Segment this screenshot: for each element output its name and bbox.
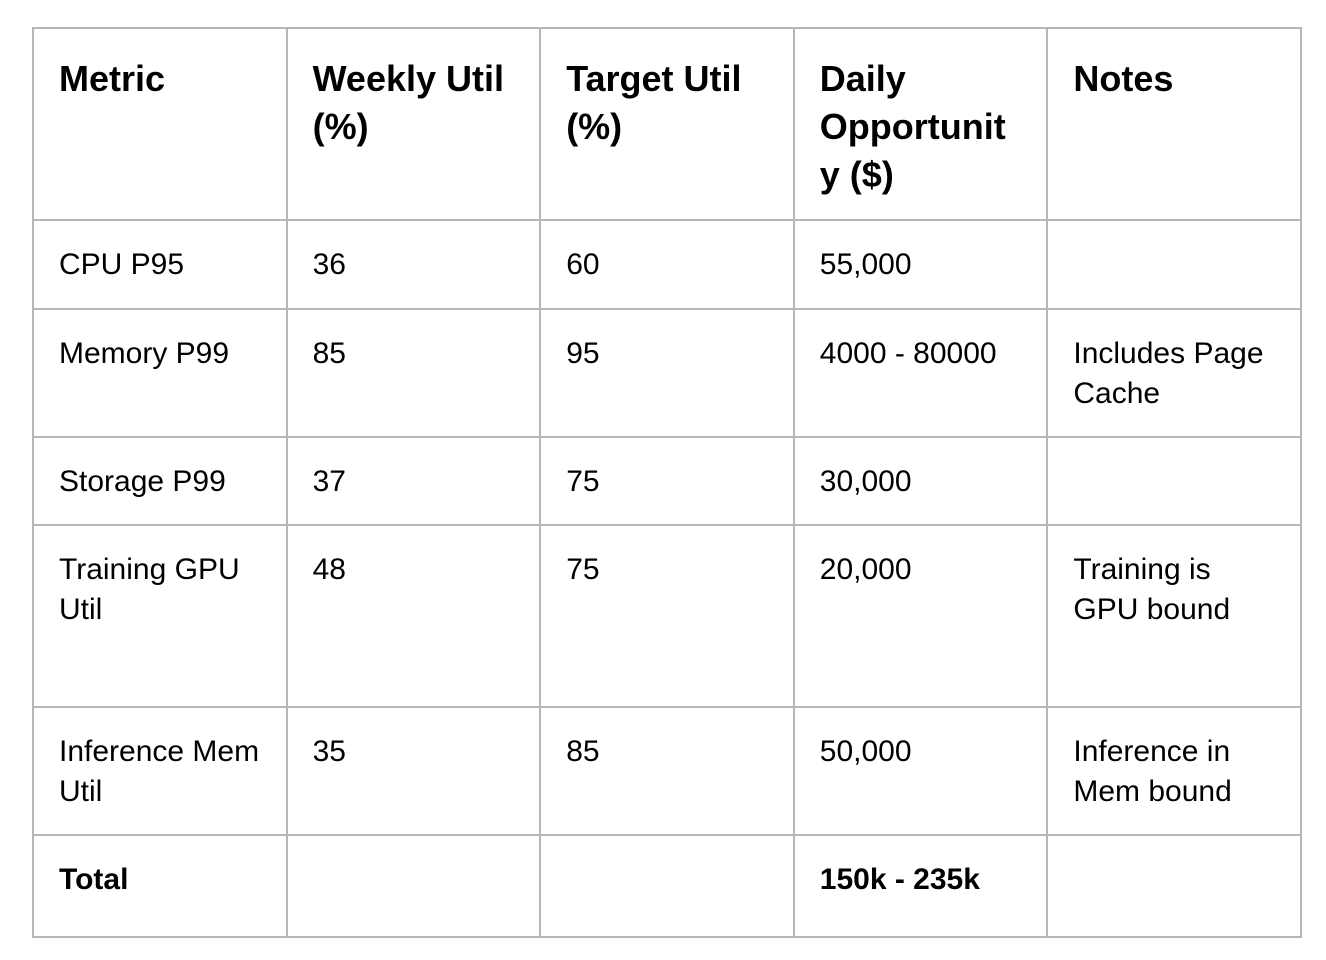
cell-weekly-util [285,834,542,938]
cell-weekly-util: 36 [285,219,542,310]
cell-target-util [539,834,795,938]
cell-daily-opportunity: 4000 - 80000 [792,308,1049,438]
cell-target-util: 60 [539,219,795,310]
cell-notes: Inference in Mem bound [1046,706,1302,836]
cell-target-util: 85 [539,706,795,836]
utilization-table: Metric Weekly Util (%) Target Util (%) D… [32,27,1302,938]
total-row: Total 150k - 235k [32,834,1302,938]
table-row: Training GPU Util 48 75 20,000 Training … [32,524,1302,708]
cell-metric: Storage P99 [32,436,288,526]
cell-notes: Training is GPU bound [1046,524,1302,708]
cell-total-label: Total [32,834,288,938]
cell-daily-opportunity: 50,000 [792,706,1049,836]
cell-weekly-util: 48 [285,524,542,708]
cell-metric: Memory P99 [32,308,288,438]
cell-metric: CPU P95 [32,219,288,310]
cell-metric: Inference Mem Util [32,706,288,836]
cell-target-util: 95 [539,308,795,438]
cell-notes [1046,436,1302,526]
header-metric: Metric [32,27,288,221]
cell-notes: Includes Page Cache [1046,308,1302,438]
cell-notes [1046,834,1302,938]
table-row: Memory P99 85 95 4000 - 80000 Includes P… [32,308,1302,438]
header-row: Metric Weekly Util (%) Target Util (%) D… [32,27,1302,221]
cell-weekly-util: 35 [285,706,542,836]
cell-daily-opportunity: 30,000 [792,436,1049,526]
cell-weekly-util: 85 [285,308,542,438]
cell-total-daily-opportunity: 150k - 235k [792,834,1049,938]
table-row: CPU P95 36 60 55,000 [32,219,1302,310]
header-target-util: Target Util (%) [539,27,795,221]
cell-target-util: 75 [539,524,795,708]
cell-metric: Training GPU Util [32,524,288,708]
cell-notes [1046,219,1302,310]
header-weekly-util: Weekly Util (%) [285,27,542,221]
table-row: Inference Mem Util 35 85 50,000 Inferenc… [32,706,1302,836]
cell-daily-opportunity: 20,000 [792,524,1049,708]
header-daily-opportunity: Daily Opportunity ($) [792,27,1049,221]
cell-target-util: 75 [539,436,795,526]
table-row: Storage P99 37 75 30,000 [32,436,1302,526]
cell-daily-opportunity: 55,000 [792,219,1049,310]
header-notes: Notes [1046,27,1302,221]
cell-weekly-util: 37 [285,436,542,526]
